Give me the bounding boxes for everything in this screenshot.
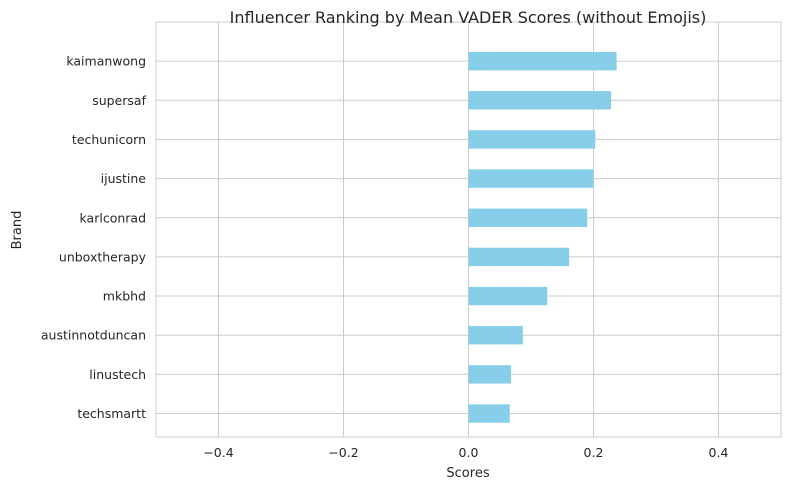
y-tick-label: ijustine xyxy=(101,171,147,186)
bar-austinnotduncan xyxy=(468,326,523,345)
plot-frame xyxy=(155,21,782,438)
y-tick-label: unboxtherapy xyxy=(59,249,147,264)
y-tick-label: techunicorn xyxy=(72,132,146,147)
bar-techsmartt xyxy=(468,404,510,423)
chart-title: Influencer Ranking by Mean VADER Scores … xyxy=(230,8,707,27)
x-tick-label: −0.4 xyxy=(203,445,233,460)
bar-ijustine xyxy=(468,169,594,188)
y-tick-label: supersaf xyxy=(92,93,146,108)
bar-supersaf xyxy=(468,91,611,110)
y-tick-labels: kaimanwong supersaf techunicorn ijustine kar… xyxy=(41,54,147,421)
y-tick-label: mkbhd xyxy=(103,289,146,304)
x-tick-label: 0.2 xyxy=(584,445,604,460)
y-tick-label: techsmartt xyxy=(77,406,146,421)
y-tick-label: linustech xyxy=(89,367,146,382)
bar-karlconrad xyxy=(468,208,588,227)
bar-mkbhd xyxy=(468,286,548,306)
x-tick-label: 0.4 xyxy=(709,445,729,460)
x-tick-label: 0.0 xyxy=(459,445,479,460)
bar-kaimanwong xyxy=(468,51,617,71)
y-axis-label: Brand xyxy=(10,211,25,250)
x-axis-label: Scores xyxy=(446,466,489,481)
y-tick-label: austinnotduncan xyxy=(41,328,146,343)
bar-linustech xyxy=(468,365,511,384)
y-tick-label: karlconrad xyxy=(80,210,146,225)
bar-techunicorn xyxy=(468,130,596,149)
bars xyxy=(468,51,617,423)
y-tick-label: kaimanwong xyxy=(66,54,146,69)
x-tick-label: −0.2 xyxy=(328,445,358,460)
bar-unboxtherapy xyxy=(468,247,570,267)
x-tick-labels: −0.4 −0.2 0.0 0.2 0.4 xyxy=(203,445,728,460)
